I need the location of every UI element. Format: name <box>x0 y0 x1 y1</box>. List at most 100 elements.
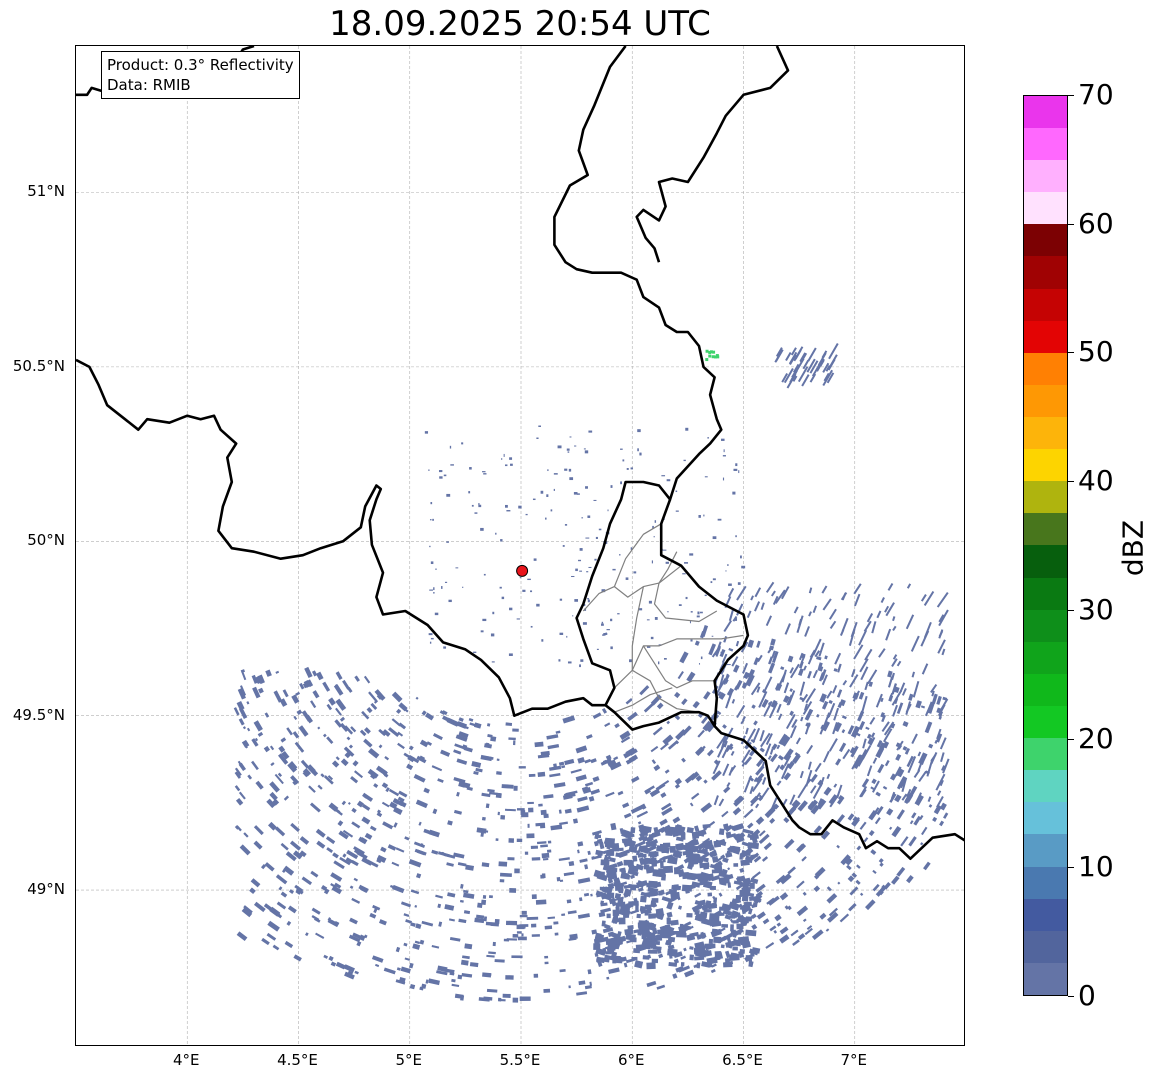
radar-echo-cell <box>625 577 629 580</box>
radar-echo-cell <box>790 800 801 812</box>
radar-echo-cell <box>730 952 737 958</box>
radar-echo-cell <box>700 802 713 813</box>
radar-echo-cell <box>611 842 620 851</box>
radar-echo-cell <box>335 671 343 680</box>
radar-echo-cell <box>503 938 510 942</box>
radar-site-marker[interactable] <box>516 564 529 577</box>
radar-echo-cell <box>402 707 409 713</box>
radar-echo-cell <box>359 837 368 845</box>
radar-echo-cell <box>807 761 812 770</box>
radar-echo-cell <box>733 863 739 867</box>
radar-echo-cell <box>275 874 288 885</box>
radar-echo-cell <box>346 849 359 860</box>
colorbar-segment <box>1024 898 1067 931</box>
radar-echo-cell <box>762 676 773 694</box>
radar-echo-cell <box>632 855 638 862</box>
radar-echo-cell <box>749 893 755 898</box>
radar-echo-cell <box>640 453 642 455</box>
radar-echo-cell <box>594 558 597 561</box>
radar-echo-cell <box>759 747 765 753</box>
radar-echo-cell <box>822 369 833 387</box>
radar-echo-cell <box>542 857 549 861</box>
radar-site <box>516 564 529 577</box>
radar-echo-cell <box>323 775 334 785</box>
radar-echo-cell <box>905 701 912 715</box>
radar-echo-cell <box>574 445 577 447</box>
radar-echo-cell <box>709 885 716 891</box>
radar-echo-cell <box>504 808 516 812</box>
colorbar-tick <box>1068 223 1074 225</box>
radar-echo-cell <box>483 830 489 833</box>
radar-echo-cell <box>853 644 864 660</box>
radar-echo-cell <box>331 885 343 895</box>
radar-echo-cell <box>607 759 617 767</box>
radar-echo-cell <box>270 762 275 767</box>
radar-echo-cell <box>553 921 559 925</box>
radar-echo-cell <box>364 727 371 734</box>
radar-echo-cell <box>509 607 513 611</box>
radar-echo-cell <box>795 737 801 745</box>
radar-echo-cell <box>940 752 945 762</box>
radar-echo-cell <box>316 840 326 849</box>
radar-echo-cell <box>745 955 752 961</box>
radar-echo-cell <box>458 918 467 924</box>
colorbar-tick <box>1068 481 1074 483</box>
radar-echo-cell <box>558 761 565 766</box>
radar-echo-cell <box>779 892 789 901</box>
radar-echo-cell <box>776 922 782 927</box>
radar-echo-cell <box>725 570 727 572</box>
radar-echo-cell <box>722 909 733 916</box>
radar-echo-cell <box>704 844 713 850</box>
radar-echo-cell <box>768 702 778 719</box>
radar-echo-cell <box>730 924 734 932</box>
radar-echo-cell <box>880 712 885 718</box>
radar-echo-cell <box>707 437 710 439</box>
radar-echo-cell <box>373 699 379 704</box>
radar-echo-cell <box>625 838 637 848</box>
radar-echo-cell <box>449 445 452 449</box>
radar-echo-cell <box>684 969 695 978</box>
radar-echo-cell <box>813 874 820 880</box>
radar-echo-cell <box>797 933 806 941</box>
radar-echo-cell <box>666 911 673 918</box>
radar-echo-cell <box>596 648 599 650</box>
radar-echo-cell <box>302 768 312 777</box>
radar-echo-cell <box>596 838 603 844</box>
radar-echo-cell <box>806 358 816 373</box>
radar-echo-cell <box>547 744 560 750</box>
radar-echo-cell <box>335 756 340 761</box>
longitude-label: 7°E <box>840 1051 868 1069</box>
radar-echo-cell <box>861 778 870 788</box>
radar-echo-cell <box>506 510 511 512</box>
radar-echo-cell <box>449 972 455 976</box>
radar-echo-cell <box>496 758 500 762</box>
radar-echo-cell <box>888 695 894 702</box>
radar-echo-cell <box>618 851 628 858</box>
radar-map[interactable] <box>75 45 965 1046</box>
colorbar-label: dBZ <box>1116 519 1150 577</box>
radar-echo-cell <box>461 781 471 789</box>
radar-echo-cell <box>438 921 443 927</box>
radar-echo-cell <box>353 877 359 882</box>
radar-echo-cell <box>909 785 918 797</box>
radar-echo-cell <box>549 773 561 778</box>
radar-echo-cell <box>782 695 790 704</box>
colorbar-tick-label: 30 <box>1078 592 1114 626</box>
radar-echo-cell <box>287 905 297 914</box>
radar-echo-cell <box>578 559 582 562</box>
radar-echo-cell <box>453 809 463 815</box>
radar-echo-cell <box>863 837 869 843</box>
radar-echo-cell <box>933 804 942 815</box>
radar-echo-cell <box>579 858 588 863</box>
radar-echo-cell <box>251 738 259 747</box>
radar-echo-cell <box>891 875 900 885</box>
radar-echo-cell <box>796 615 804 633</box>
radar-echo-cell <box>689 802 694 807</box>
radar-echo-cell <box>547 840 552 844</box>
radar-echo-cell <box>410 922 416 927</box>
radar-echo-cell <box>711 928 718 935</box>
radar-echo-cell <box>812 669 819 679</box>
radar-echo-cell <box>464 726 469 730</box>
radar-echo-cell <box>601 920 606 927</box>
radar-echo-cell <box>605 791 615 798</box>
